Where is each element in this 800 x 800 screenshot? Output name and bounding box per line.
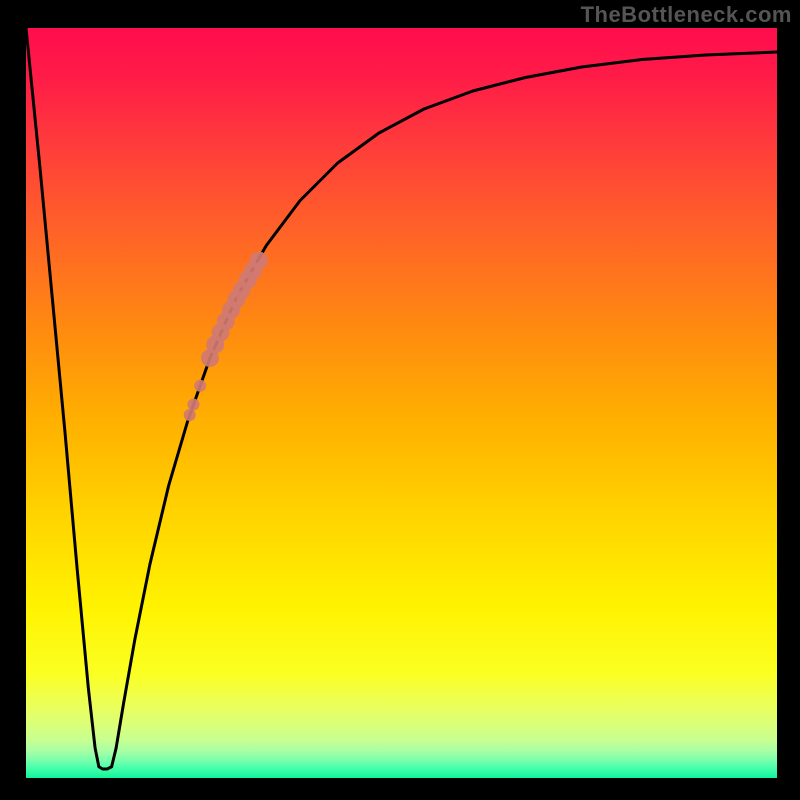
data-marker <box>184 409 196 421</box>
figure-root: TheBottleneck.com <box>0 0 800 800</box>
data-marker <box>250 252 268 270</box>
plot-area <box>26 28 777 778</box>
data-marker <box>194 380 206 392</box>
data-marker <box>187 399 199 411</box>
watermark-text: TheBottleneck.com <box>581 2 792 28</box>
chart-svg <box>26 28 777 778</box>
chart-background <box>26 28 777 778</box>
